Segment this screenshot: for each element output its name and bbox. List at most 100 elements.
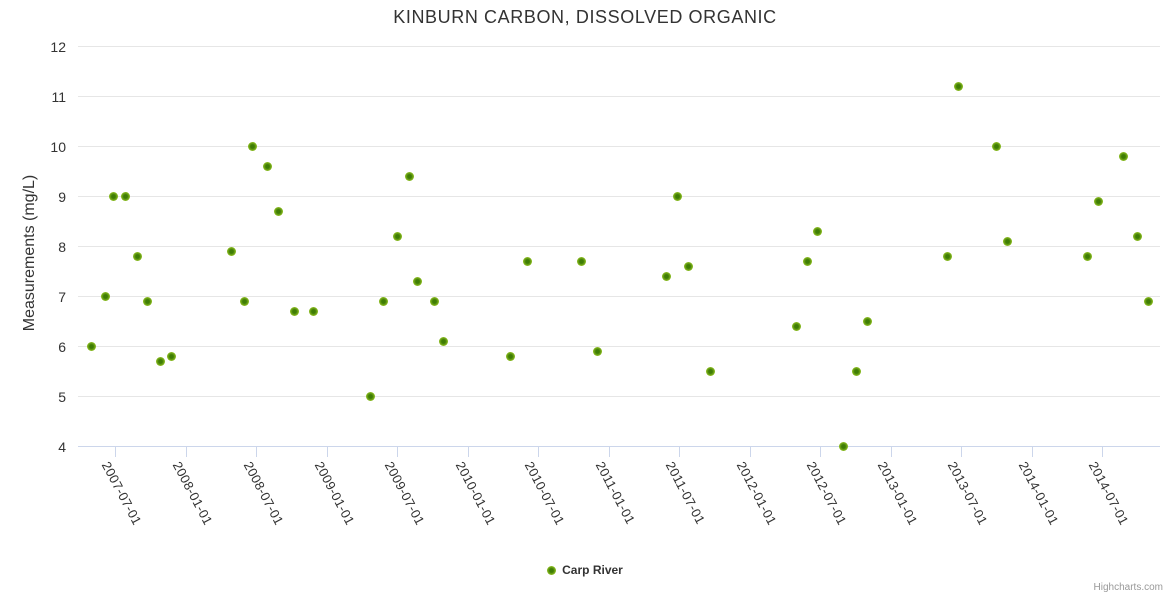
data-point[interactable] <box>592 347 602 357</box>
x-tick-mark <box>397 447 398 457</box>
x-axis-label: 2009-01-01 <box>311 459 358 528</box>
data-point[interactable] <box>1082 252 1092 262</box>
data-point[interactable] <box>1143 297 1153 307</box>
legend-marker-icon <box>547 565 557 575</box>
data-point[interactable] <box>392 232 402 242</box>
data-point[interactable] <box>404 172 414 182</box>
x-tick-mark <box>678 447 680 457</box>
data-point[interactable] <box>673 192 683 202</box>
data-point[interactable] <box>863 317 872 327</box>
x-axis-label: 2012-01-01 <box>733 459 780 528</box>
x-tick-mark <box>256 447 258 457</box>
y-gridline <box>78 46 1160 48</box>
data-point[interactable] <box>378 297 388 307</box>
x-axis-label: 2014-01-01 <box>1016 459 1062 528</box>
x-axis-label: 2010-01-01 <box>452 459 499 528</box>
data-point[interactable] <box>706 367 716 377</box>
data-point[interactable] <box>1132 232 1142 242</box>
y-axis-label: 5 <box>58 388 66 405</box>
y-axis-label: 7 <box>58 288 66 305</box>
data-point[interactable] <box>289 307 299 317</box>
x-axis-label: 2011-01-01 <box>593 459 639 527</box>
data-point[interactable] <box>273 207 283 217</box>
x-tick-mark <box>960 447 962 457</box>
x-tick-mark <box>749 447 751 457</box>
x-tick-mark <box>468 447 469 457</box>
x-tick-mark <box>1101 447 1103 457</box>
y-gridline <box>78 346 1160 348</box>
y-gridline <box>78 296 1160 298</box>
data-point[interactable] <box>1093 197 1103 207</box>
data-point[interactable] <box>991 142 1001 152</box>
chart-title: KINBURN CARBON, DISSOLVED ORGANIC <box>393 7 777 27</box>
y-gridline <box>78 96 1160 98</box>
data-point[interactable] <box>156 357 166 367</box>
data-point[interactable] <box>813 227 823 237</box>
legend-item-carp-river[interactable]: Carp River <box>547 563 623 577</box>
y-gridline <box>78 246 1160 248</box>
data-point[interactable] <box>108 192 118 202</box>
y-axis-label: 6 <box>58 338 66 355</box>
data-point[interactable] <box>430 297 440 307</box>
data-point[interactable] <box>308 307 318 317</box>
data-point[interactable] <box>100 292 110 302</box>
data-point[interactable] <box>132 252 142 262</box>
x-axis-label: 2008-01-01 <box>170 459 217 528</box>
data-point[interactable] <box>522 257 532 267</box>
data-point[interactable] <box>803 257 813 267</box>
y-axis-label: 4 <box>58 438 66 455</box>
data-point[interactable] <box>167 352 177 362</box>
x-axis-label: 2010-07-01 <box>522 459 568 528</box>
x-axis-label: 2009-07-01 <box>381 459 428 528</box>
data-point[interactable] <box>121 192 131 202</box>
data-point[interactable] <box>684 262 694 272</box>
x-axis-label: 2013-01-01 <box>875 459 922 528</box>
data-point[interactable] <box>792 322 802 332</box>
x-axis-label: 2007-07-01 <box>99 459 146 528</box>
data-point[interactable] <box>240 297 250 307</box>
x-axis-line <box>78 446 1160 448</box>
data-point[interactable] <box>942 252 952 262</box>
data-point[interactable] <box>413 277 423 287</box>
data-point[interactable] <box>248 142 258 152</box>
data-point[interactable] <box>505 352 515 362</box>
data-point[interactable] <box>262 162 272 172</box>
x-tick-mark <box>327 447 329 457</box>
data-point[interactable] <box>438 337 448 347</box>
data-point[interactable] <box>365 392 375 402</box>
data-point[interactable] <box>1003 237 1013 247</box>
highcharts-credit-link[interactable]: Highcharts.com <box>1093 582 1163 593</box>
x-tick-mark <box>114 447 116 457</box>
y-axis-label: 8 <box>58 238 66 255</box>
x-tick-mark <box>185 447 187 457</box>
y-axis-label: 9 <box>58 188 66 205</box>
data-point[interactable] <box>851 367 861 377</box>
data-point[interactable] <box>86 342 96 352</box>
legend: Carp River <box>0 563 1170 577</box>
data-point[interactable] <box>1118 152 1128 162</box>
data-point[interactable] <box>839 442 849 452</box>
legend-label: Carp River <box>562 563 623 577</box>
x-axis-label: 2013-07-01 <box>945 459 991 528</box>
y-gridline <box>78 146 1160 148</box>
x-tick-mark <box>1031 447 1033 457</box>
x-axis-label: 2012-07-01 <box>804 459 851 528</box>
y-axis-label: 12 <box>50 38 66 55</box>
x-tick-mark <box>819 447 821 457</box>
x-tick-mark <box>890 447 892 457</box>
data-point[interactable] <box>143 297 153 307</box>
y-gridline <box>78 196 1160 198</box>
data-point[interactable] <box>577 257 587 267</box>
x-axis-label: 2014-07-01 <box>1085 459 1132 528</box>
y-axis-label: 10 <box>50 138 66 155</box>
y-gridline <box>78 396 1160 398</box>
data-point[interactable] <box>662 272 672 282</box>
x-tick-mark <box>608 447 610 457</box>
y-axis-label: 11 <box>51 88 66 105</box>
data-point[interactable] <box>954 82 964 92</box>
x-tick-mark <box>537 447 539 457</box>
x-axis-label: 2008-07-01 <box>240 459 287 528</box>
x-axis-label: 2011-07-01 <box>662 459 709 527</box>
data-point[interactable] <box>227 247 237 257</box>
